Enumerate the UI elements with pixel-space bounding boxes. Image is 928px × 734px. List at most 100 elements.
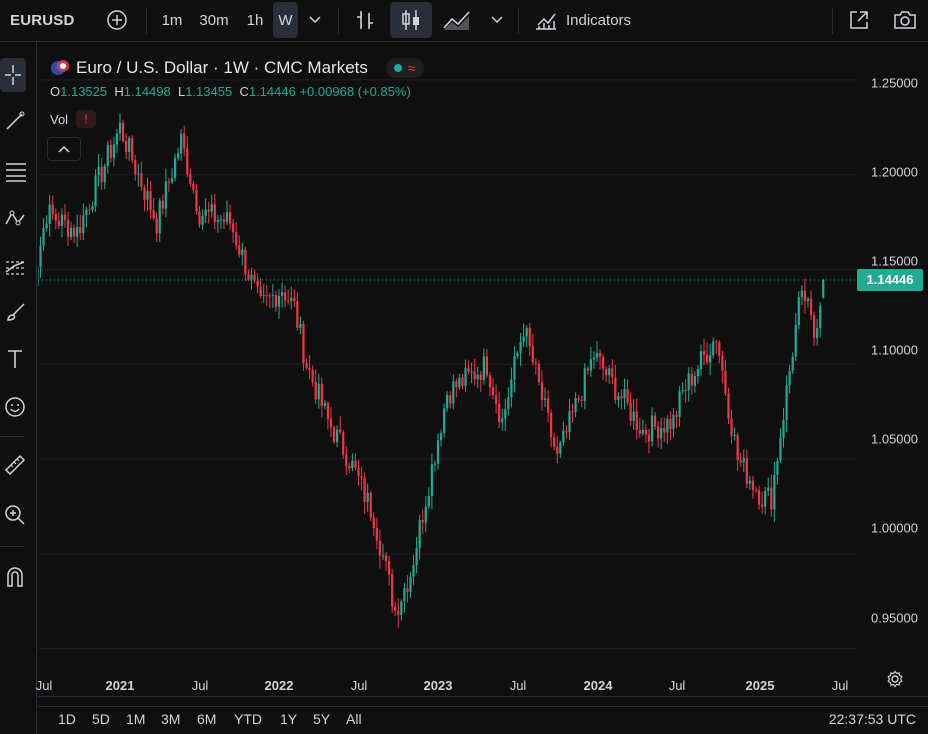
candle-body — [213, 204, 216, 222]
candle-body — [320, 383, 323, 407]
candle-body — [219, 219, 223, 221]
area-chart-style-icon[interactable] — [440, 0, 474, 40]
chart-pane[interactable] — [38, 42, 856, 696]
range-1d-button[interactable]: 1D — [58, 711, 76, 727]
interval-1h-button[interactable]: 1h — [246, 11, 264, 29]
candle-body — [140, 173, 143, 188]
candle-body — [446, 394, 449, 409]
interval-dropdown-icon[interactable] — [302, 0, 328, 40]
time-tick: 2023 — [423, 678, 453, 693]
text-tool-icon[interactable] — [0, 342, 30, 376]
time-axis-divider — [38, 696, 928, 697]
candle-body — [479, 374, 482, 380]
candle-body — [216, 219, 219, 222]
candle-body — [360, 476, 363, 478]
candle-body — [754, 490, 758, 492]
trend-line-icon[interactable] — [0, 104, 30, 138]
interval-30m-button[interactable]: 30m — [199, 11, 229, 29]
candle-body — [550, 412, 553, 438]
candle-body — [598, 352, 602, 357]
crosshair-icon[interactable] — [0, 58, 26, 92]
fib-retracement-icon[interactable] — [0, 154, 30, 188]
magnet-icon[interactable] — [0, 560, 30, 594]
range-ytd-button[interactable]: YTD — [234, 711, 262, 727]
forecast-icon[interactable] — [0, 250, 30, 284]
candle-body — [809, 298, 813, 316]
open-new-window-icon[interactable] — [844, 0, 874, 40]
range-1y-button[interactable]: 1Y — [280, 711, 298, 727]
time-tick: 2022 — [264, 678, 294, 693]
range-6m-button[interactable]: 6M — [197, 711, 217, 727]
camera-icon[interactable] — [888, 0, 922, 40]
toolbar-divider — [338, 8, 339, 34]
candle-body — [678, 391, 681, 417]
time-tick: Jul — [191, 678, 209, 693]
candle-body — [724, 370, 727, 394]
flag-icon — [50, 58, 70, 78]
price-tick: 1.25000 — [871, 75, 918, 91]
clock[interactable]: 22:37:53 UTC — [828, 711, 916, 727]
candle-body — [433, 463, 437, 465]
zoom-in-icon[interactable] — [0, 498, 30, 532]
candle-body — [109, 144, 112, 158]
brush-icon[interactable] — [0, 296, 30, 330]
candle-body — [540, 381, 544, 400]
candle-body — [699, 351, 703, 370]
candle-body — [439, 433, 443, 441]
candle-body — [693, 376, 696, 386]
candle-body — [106, 144, 109, 167]
volume-legend[interactable]: Vol ! — [50, 110, 97, 128]
emoji-icon[interactable] — [0, 390, 30, 424]
indicators-icon[interactable] — [532, 0, 560, 40]
range-5d-button[interactable]: 5D — [92, 711, 110, 727]
candle-body — [568, 411, 571, 432]
candle-body — [702, 351, 706, 355]
range-all-button[interactable]: All — [346, 711, 362, 727]
candle-body — [617, 396, 620, 400]
time-tick: 2024 — [583, 678, 613, 693]
candle-body — [681, 390, 684, 392]
candle-body — [207, 209, 210, 212]
collapse-legend-button[interactable] — [47, 137, 81, 161]
indicators-button[interactable]: Indicators — [566, 11, 632, 29]
candle-body — [712, 341, 715, 356]
candle-body — [381, 555, 385, 557]
candle-body — [48, 204, 51, 224]
symbol-title[interactable]: Euro / U.S. Dollar · 1W · CMC Markets — [76, 58, 368, 77]
candle-body — [715, 341, 718, 343]
candle-body — [287, 300, 290, 302]
candle-body — [730, 418, 733, 436]
candle-body — [629, 402, 632, 421]
range-3m-button[interactable]: 3M — [161, 711, 181, 727]
add-symbol-icon[interactable] — [102, 0, 132, 40]
chart-style-dropdown-icon[interactable] — [484, 0, 510, 40]
price-tick: 1.20000 — [871, 164, 918, 180]
settings-gear-icon[interactable] — [880, 664, 910, 694]
symbol-search[interactable]: EURUSD — [10, 11, 75, 29]
candle-body — [372, 517, 375, 529]
market-status-icon[interactable]: ≈ — [385, 58, 424, 78]
candle-chart-style-icon[interactable] — [390, 2, 432, 38]
interval-1m-button[interactable]: 1m — [161, 11, 183, 29]
price-tick: 1.10000 — [871, 342, 918, 358]
warning-icon[interactable]: ! — [76, 110, 97, 128]
interval-w-button[interactable]: W — [273, 2, 298, 38]
bar-chart-style-icon[interactable] — [350, 0, 380, 40]
candle-body — [424, 506, 427, 523]
candle-body — [60, 214, 64, 226]
candle-body — [415, 548, 418, 565]
range-5y-button[interactable]: 5Y — [313, 711, 331, 727]
pattern-icon[interactable] — [0, 202, 30, 236]
price-scale[interactable]: 1.25000 1.20000 1.15000 1.10000 1.05000 … — [856, 42, 928, 696]
candle-body — [268, 295, 271, 297]
candle-body — [235, 232, 238, 246]
range-1m-button[interactable]: 1M — [126, 711, 146, 727]
toolbar-divider — [0, 546, 24, 547]
ruler-icon[interactable] — [0, 448, 30, 482]
candle-body — [531, 346, 534, 363]
candle-body — [391, 574, 394, 607]
candle-body — [635, 411, 638, 430]
candle-body — [773, 474, 776, 510]
candle-body — [195, 189, 198, 212]
candle-body — [705, 354, 709, 363]
